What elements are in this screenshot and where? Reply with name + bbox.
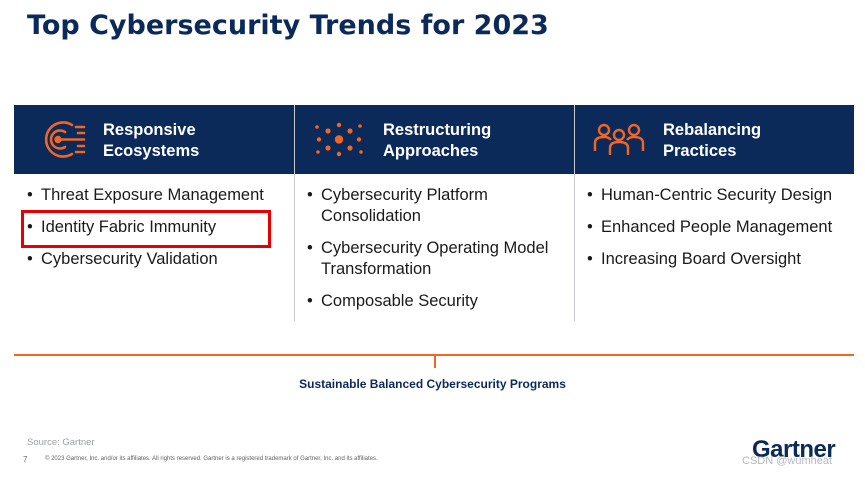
page-title: Top Cybersecurity Trends for 2023: [27, 10, 549, 41]
page-number: 7: [23, 455, 28, 464]
column-divider: [294, 105, 295, 321]
list-item: Composable Security: [307, 291, 562, 312]
source-note: Source: Gartner: [27, 437, 95, 448]
column-heading: Restructuring Approaches: [383, 121, 492, 160]
trend-list-rebalancing-practices: Human-Centric Security Design Enhanced P…: [587, 185, 837, 281]
column-heading: Rebalancing Practices: [663, 121, 762, 160]
list-item: Threat Exposure Management: [27, 185, 289, 206]
gartner-logo: Gartner: [752, 436, 836, 463]
radar-target-icon: [44, 121, 86, 158]
column-header-rebalancing-practices: Rebalancing Practices: [575, 105, 854, 174]
trend-list-responsive-ecosystems: Threat Exposure Management Identity Fabr…: [27, 185, 289, 281]
people-group-icon: [593, 123, 645, 155]
column-header-restructuring-approaches: Restructuring Approaches: [295, 105, 575, 174]
column-header-responsive-ecosystems: Responsive Ecosystems: [14, 105, 294, 174]
list-item: Human-Centric Security Design: [587, 185, 837, 206]
watermark: CSDN @wumheat: [742, 455, 833, 467]
column-heading: Responsive Ecosystems: [103, 121, 200, 160]
list-item: Enhanced People Management: [587, 217, 837, 238]
list-item: Identity Fabric Immunity: [27, 217, 289, 238]
list-item: Cybersecurity Validation: [27, 249, 289, 270]
column-divider: [574, 105, 575, 321]
list-item: Increasing Board Oversight: [587, 249, 837, 270]
trend-list-restructuring-approaches: Cybersecurity Platform Consolidation Cyb…: [307, 185, 562, 323]
highlight-box: [21, 210, 271, 248]
bottom-bracket-tick: [434, 355, 436, 368]
list-item: Cybersecurity Operating Model Transforma…: [307, 238, 562, 280]
copyright-text: © 2023 Gartner, Inc. and/or its affiliat…: [45, 456, 378, 462]
list-item: Cybersecurity Platform Consolidation: [307, 185, 562, 227]
network-dots-icon: [315, 122, 363, 157]
bottom-label: Sustainable Balanced Cybersecurity Progr…: [299, 377, 566, 391]
trend-header-band: [14, 105, 854, 174]
